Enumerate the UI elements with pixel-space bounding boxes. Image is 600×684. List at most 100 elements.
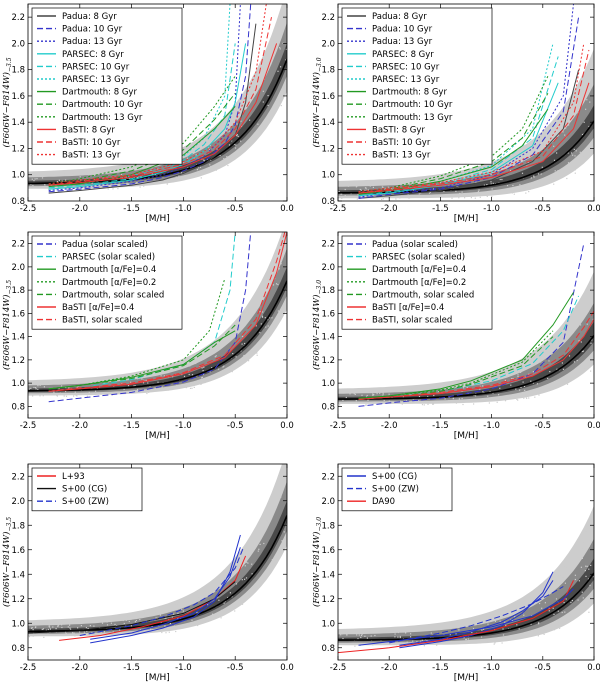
density-point xyxy=(414,180,416,182)
density-point xyxy=(465,638,467,640)
density-point xyxy=(395,198,397,200)
density-point xyxy=(197,144,199,146)
density-point xyxy=(233,152,235,154)
density-point xyxy=(359,643,361,645)
density-point xyxy=(544,629,546,631)
density-point xyxy=(31,627,33,629)
density-point xyxy=(28,634,30,637)
density-point xyxy=(178,175,180,177)
density-point xyxy=(343,196,345,199)
density-point xyxy=(535,142,538,144)
density-point xyxy=(261,316,264,318)
series-line xyxy=(48,4,252,193)
density-point xyxy=(35,387,37,389)
density-point xyxy=(356,198,358,200)
density-point xyxy=(136,388,139,391)
density-point xyxy=(141,378,143,380)
density-point xyxy=(257,550,259,552)
x-tick-label: 0.0 xyxy=(587,204,600,214)
density-point xyxy=(418,400,420,402)
density-point xyxy=(390,187,392,190)
density-point xyxy=(581,350,583,353)
density-point xyxy=(583,605,585,607)
density-point xyxy=(366,394,368,397)
density-point xyxy=(592,576,594,578)
density-point xyxy=(543,633,545,635)
density-point xyxy=(271,331,273,333)
legend-label: Padua (solar scaled) xyxy=(372,240,458,250)
density-point xyxy=(566,383,569,385)
density-point xyxy=(512,164,515,166)
density-point xyxy=(202,370,204,372)
density-point xyxy=(101,172,103,174)
density-point xyxy=(385,629,387,631)
density-point xyxy=(564,582,566,584)
x-tick-label: -1.5 xyxy=(123,421,140,431)
density-point xyxy=(592,318,594,320)
density-point xyxy=(69,627,71,629)
density-point xyxy=(88,173,90,175)
density-point xyxy=(438,195,440,197)
density-point xyxy=(390,631,392,633)
density-point xyxy=(347,631,349,633)
density-point xyxy=(380,629,382,631)
density-point xyxy=(585,531,587,533)
x-tick-label: -1.5 xyxy=(432,421,449,431)
density-point xyxy=(382,198,384,200)
legend-label: Padua: 10 Gyr xyxy=(372,25,433,35)
density-point xyxy=(135,619,137,622)
density-point xyxy=(31,393,33,395)
density-point xyxy=(180,179,182,181)
density-point xyxy=(215,355,217,357)
density-point xyxy=(48,625,50,627)
density-point xyxy=(438,390,440,393)
density-point xyxy=(42,381,45,383)
density-point xyxy=(228,144,231,146)
y-tick-label: 1.8 xyxy=(321,66,335,76)
density-point xyxy=(561,611,563,614)
series-line xyxy=(358,82,559,197)
plot-area xyxy=(338,4,594,200)
density-point xyxy=(502,628,504,630)
density-point xyxy=(241,603,244,605)
density-point xyxy=(360,634,363,636)
density-point xyxy=(100,631,102,633)
density-point xyxy=(528,359,530,361)
density-point xyxy=(574,155,576,157)
density-point xyxy=(397,636,399,638)
density-point xyxy=(382,402,384,404)
density-point xyxy=(532,371,534,373)
density-point xyxy=(571,327,573,329)
x-tick-label: -1.5 xyxy=(123,204,140,214)
density-point xyxy=(408,182,410,184)
density-point xyxy=(104,382,106,384)
density-point xyxy=(89,625,91,627)
density-point xyxy=(443,190,445,192)
legend-label: BaSTI: 10 Gyr xyxy=(62,138,121,148)
density-point xyxy=(262,90,264,92)
density-point xyxy=(387,186,389,188)
density-point xyxy=(395,390,397,392)
density-point xyxy=(410,180,412,182)
density-point xyxy=(554,170,556,172)
density-point xyxy=(470,197,472,199)
density-point xyxy=(240,148,242,150)
density-point xyxy=(474,197,476,199)
density-point xyxy=(102,379,105,381)
density-point xyxy=(433,386,435,388)
density-point xyxy=(381,186,383,188)
density-point xyxy=(47,628,49,631)
density-point xyxy=(33,180,35,182)
density-point xyxy=(583,121,585,123)
density-point xyxy=(515,388,517,390)
density-point xyxy=(577,323,579,325)
density-point xyxy=(497,615,499,617)
density-point xyxy=(225,336,228,338)
density-point xyxy=(217,368,220,370)
density-point xyxy=(76,634,78,636)
density-point xyxy=(475,395,477,397)
density-point xyxy=(436,625,438,627)
density-point xyxy=(382,393,384,395)
density-point xyxy=(356,402,358,404)
density-point xyxy=(37,385,39,387)
